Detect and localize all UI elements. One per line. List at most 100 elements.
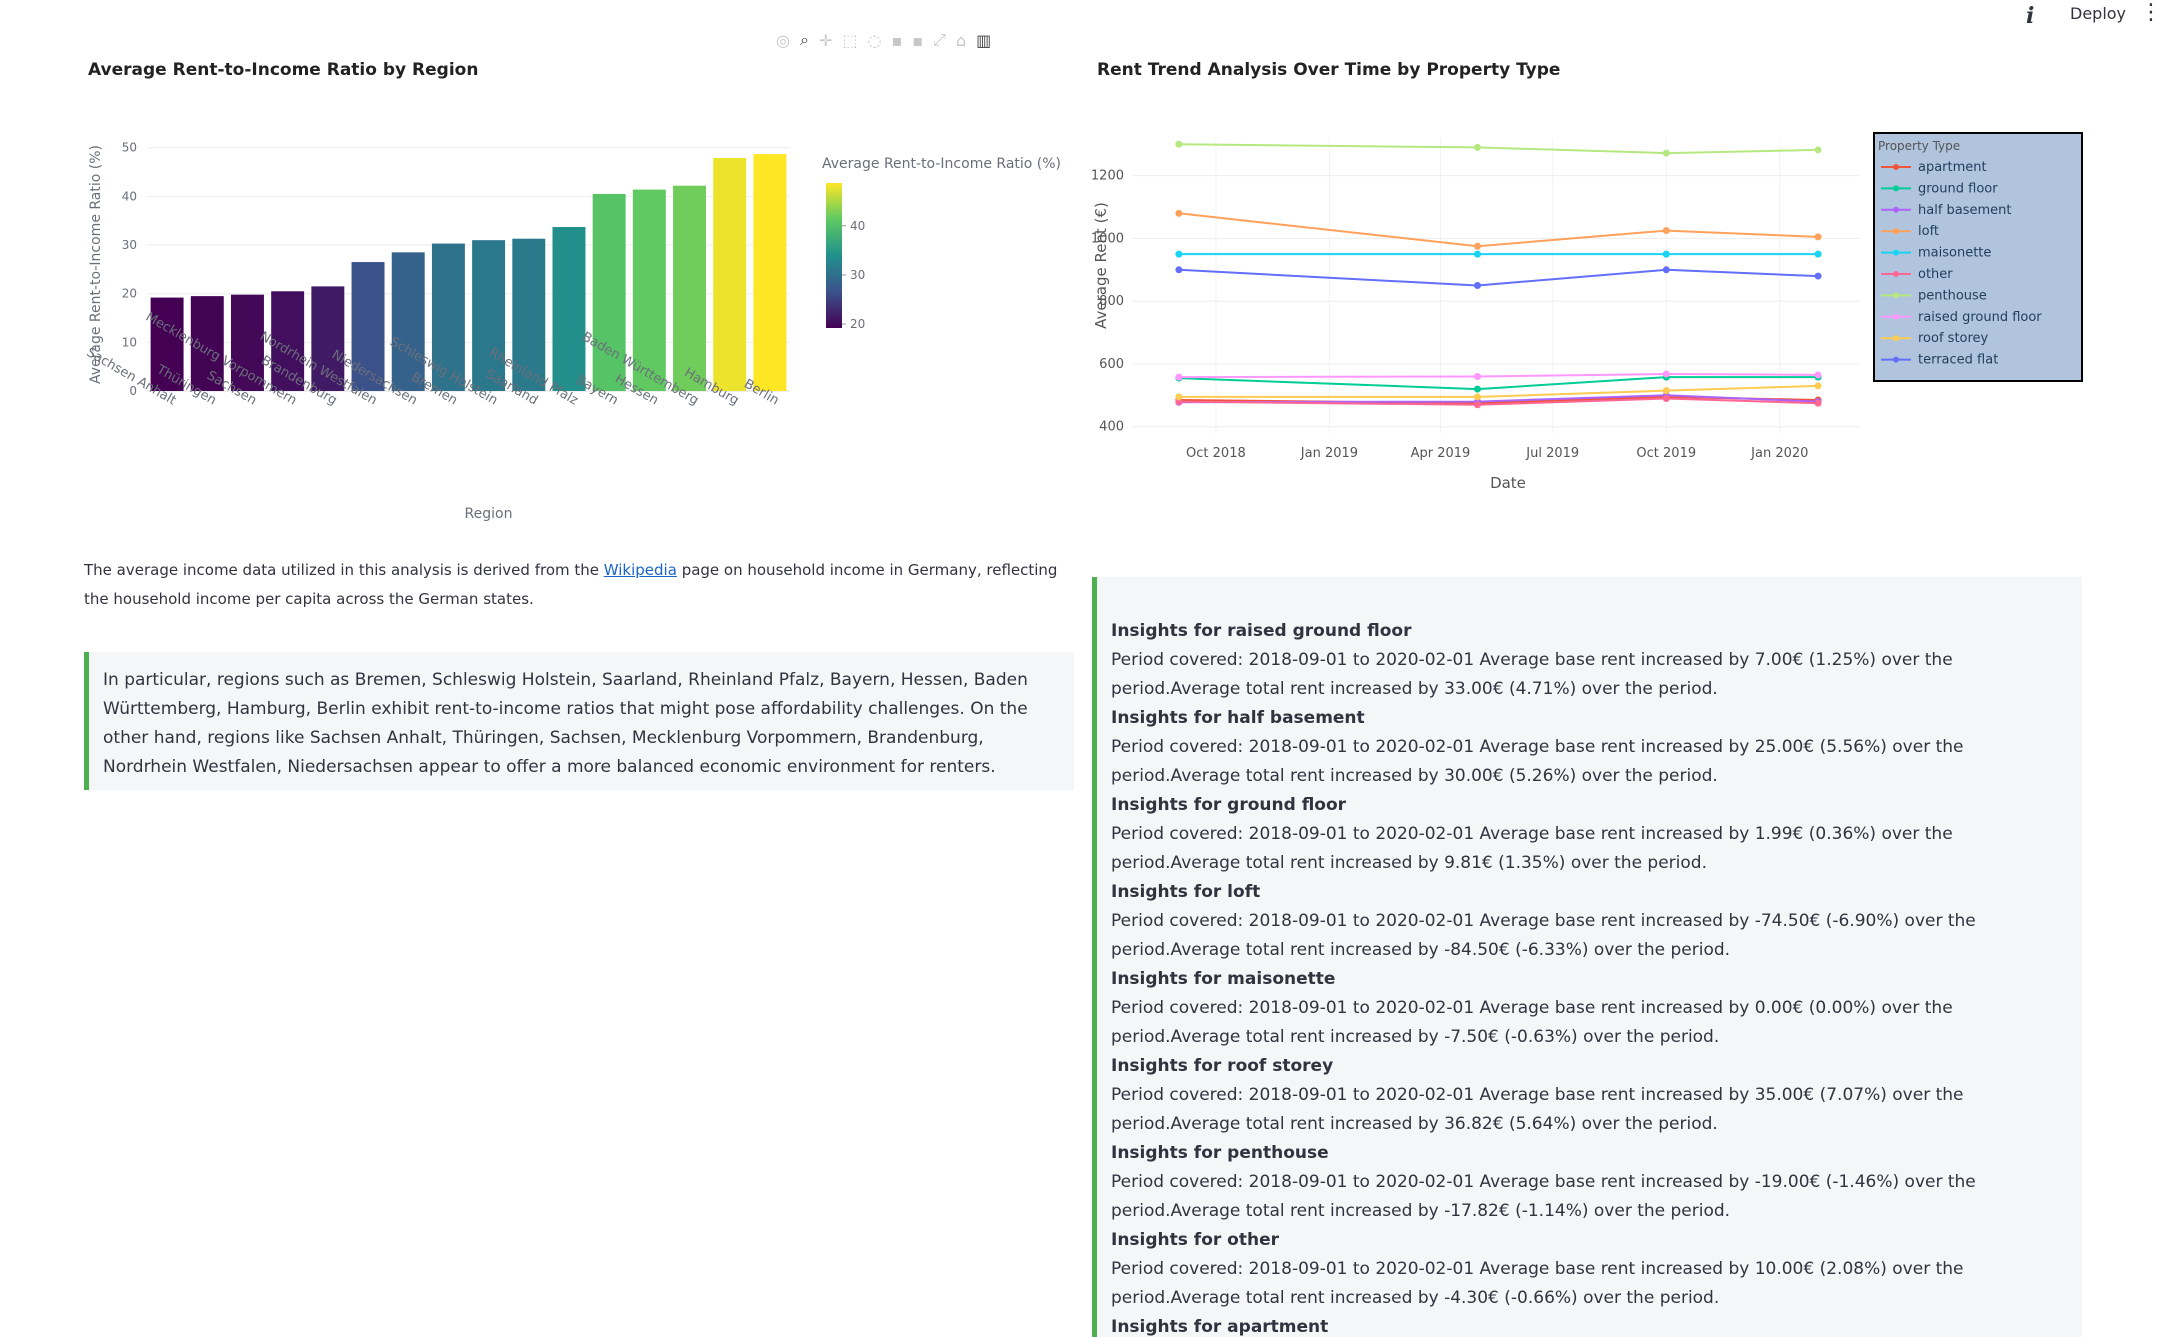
legend-label: raised ground floor <box>1918 310 2042 325</box>
series-line <box>1178 376 1818 391</box>
bar-x-axis-title: Region <box>465 506 513 522</box>
data-point <box>1662 394 1670 402</box>
data-point <box>1662 149 1670 157</box>
data-point <box>1175 250 1183 258</box>
insight-title: Insights for apartment <box>1111 1317 1329 1337</box>
data-point <box>1473 393 1481 401</box>
data-point <box>1814 382 1822 390</box>
series-line <box>1178 268 1819 287</box>
bar <box>271 291 305 391</box>
colorbar-title: Average Rent-to-Income Ratio (%) <box>822 156 1061 172</box>
legend-label: half basement <box>1918 203 2012 218</box>
data-point <box>1814 250 1822 258</box>
series-line <box>1178 143 1819 155</box>
reset-axes-icon[interactable]: ⌂ <box>955 30 967 50</box>
line-x-tick-label: Jan 2019 <box>1300 446 1358 461</box>
data-point <box>1814 233 1822 241</box>
data-point <box>1814 146 1822 154</box>
bar <box>351 262 385 391</box>
wikipedia-link[interactable]: Wikipedia <box>603 561 677 579</box>
legend-marker <box>1893 164 1899 170</box>
insight-text: Period covered: 2018-09-01 to 2020-02-01… <box>1111 824 1953 873</box>
insight-title: Insights for maisonette <box>1111 969 1336 989</box>
data-point <box>1473 250 1481 258</box>
line-y-tick-label: 1000 <box>1091 231 1124 246</box>
zoom-icon[interactable]: ⌕ <box>799 30 809 49</box>
camera-icon[interactable]: ◎ <box>776 30 790 50</box>
data-point <box>1473 242 1481 250</box>
line-x-axis-title: Date <box>1490 474 1526 492</box>
zoom-in-icon[interactable]: ▪ <box>891 30 903 50</box>
zoom-out-icon[interactable]: ▪ <box>912 30 924 50</box>
plotly-logo-icon[interactable]: ▥ <box>976 30 992 50</box>
deploy-button[interactable]: Deploy <box>2062 2 2134 25</box>
autoscale-icon[interactable]: ⤢ <box>933 30 946 49</box>
bar <box>230 294 264 391</box>
legend-marker <box>1893 271 1899 277</box>
series-line <box>1178 212 1819 248</box>
data-point <box>1473 282 1481 289</box>
data-point <box>1473 143 1481 151</box>
lasso-icon[interactable]: ◌ <box>867 30 882 50</box>
line-y-axis-title: Average Rent (€) <box>1092 202 1110 329</box>
legend-marker <box>1893 185 1899 192</box>
bar <box>753 154 787 391</box>
data-point <box>1473 373 1481 381</box>
legend-label: other <box>1918 267 1953 282</box>
legend-label: roof storey <box>1918 331 1989 346</box>
data-point <box>1814 399 1822 407</box>
regional-callout: In particular, regions such as Bremen, S… <box>84 652 1074 790</box>
bar <box>592 193 626 391</box>
data-point <box>1175 373 1183 381</box>
insight-title: Insights for raised ground floor <box>1111 621 1412 641</box>
colorbar-tick-label: 20 <box>850 317 865 331</box>
source-note-text: The average income data utilized in this… <box>84 561 604 579</box>
app-header: i Deploy ⋮ <box>0 0 2160 36</box>
main-menu-icon[interactable]: ⋮ <box>2140 0 2160 25</box>
source-note-text-end: page on household income in Germany, ref… <box>84 561 1058 608</box>
insight-text: Period covered: 2018-09-01 to 2020-02-01… <box>1111 737 1964 786</box>
bar <box>190 296 224 391</box>
insight-title: Insights for roof storey <box>1111 1056 1334 1076</box>
bar <box>552 227 586 391</box>
colorbar-tick-label: 30 <box>850 268 865 282</box>
bar-y-tick-label: 20 <box>122 287 137 301</box>
box-select-icon[interactable]: ⬚ <box>842 30 858 50</box>
insight-text: Period covered: 2018-09-01 to 2020-02-01… <box>1111 1085 1964 1134</box>
bar <box>311 286 345 391</box>
line-x-tick-label: Jan 2020 <box>1750 446 1808 461</box>
insight-text: Period covered: 2018-09-01 to 2020-02-01… <box>1111 911 1976 960</box>
series-line <box>1178 372 1819 379</box>
line-chart-title: Rent Trend Analysis Over Time by Propert… <box>1097 60 1561 80</box>
legend-marker <box>1893 206 1899 213</box>
pan-icon[interactable]: ✛ <box>818 30 833 50</box>
data-point <box>1473 385 1481 393</box>
bar-y-tick-label: 10 <box>122 335 137 349</box>
data-point <box>1175 140 1183 148</box>
line-chart: 400 600 800 1000 1200 Oct 2018 Jan 2019 Apr 201… <box>1091 132 2083 492</box>
insight-title: Insights for other <box>1111 1230 1280 1250</box>
data-point <box>1662 250 1670 258</box>
insight-title: Insights for half basement <box>1111 708 1365 728</box>
legend-label: penthouse <box>1918 288 1987 303</box>
bar-y-tick-label: 30 <box>122 238 137 252</box>
line-x-tick-label: Jul 2019 <box>1525 446 1579 461</box>
bar <box>150 297 184 391</box>
line-y-tick-label: 600 <box>1099 357 1124 372</box>
legend-marker <box>1893 313 1899 320</box>
line-x-tick-label: Apr 2019 <box>1411 446 1471 461</box>
legend-marker <box>1893 292 1899 299</box>
data-point <box>1175 266 1183 274</box>
bar <box>713 157 747 391</box>
insight-text: Period covered: 2018-09-01 to 2020-02-01… <box>1111 1259 1964 1308</box>
info-icon[interactable]: i <box>2026 3 2035 29</box>
bar-y-tick-label: 50 <box>122 141 137 155</box>
data-point <box>1175 209 1183 217</box>
insight-title: Insights for penthouse <box>1111 1143 1329 1163</box>
insight-text: Period covered: 2018-09-01 to 2020-02-01… <box>1111 998 1953 1047</box>
legend-marker <box>1893 356 1899 363</box>
legend-box <box>1873 132 2083 382</box>
data-point <box>1662 370 1670 378</box>
bar <box>673 185 707 391</box>
series-line <box>1178 394 1819 404</box>
